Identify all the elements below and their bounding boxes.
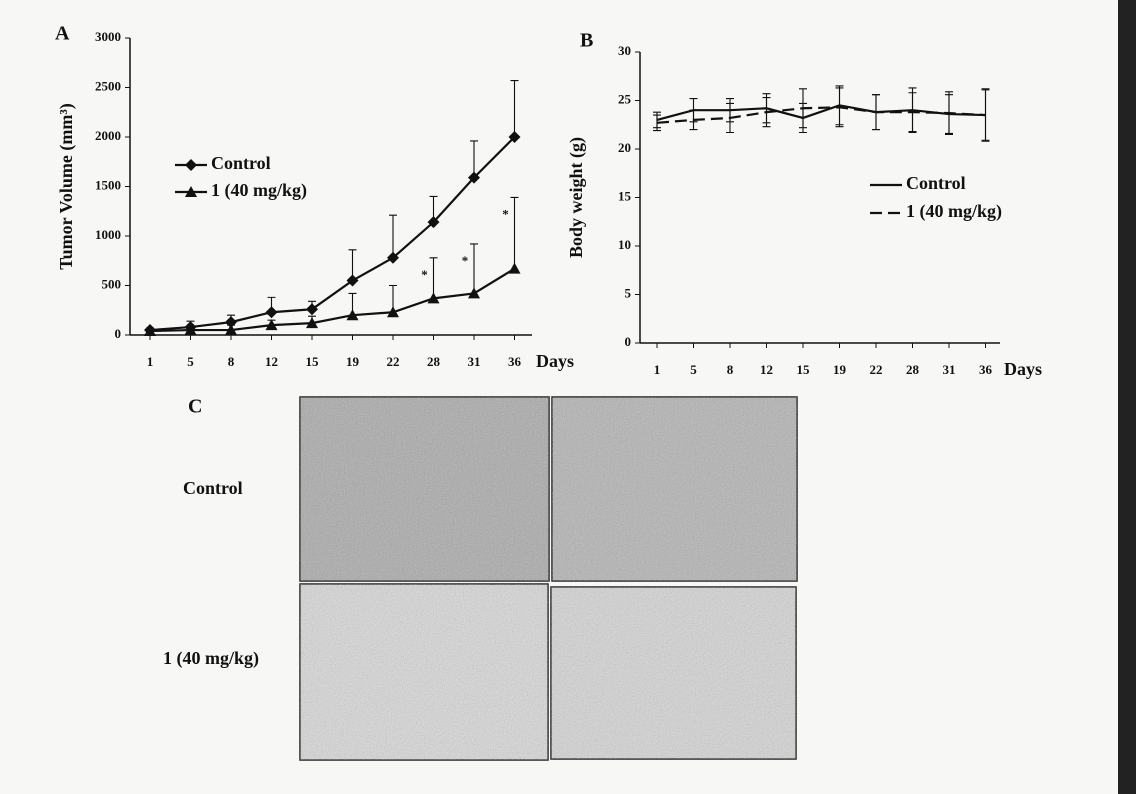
error-bar [835,87,844,128]
y-tick-label: 1500 [95,177,121,192]
y-tick-label: 2000 [95,128,121,143]
x-tick-label: 28 [906,362,920,377]
y-tick-label: 5 [625,285,632,300]
x-axis-title: Days [536,351,574,371]
y-tick-label: 500 [102,276,122,291]
significance: * [502,206,509,221]
x-tick-label: 5 [187,354,194,369]
y-tick-label: 0 [115,326,122,341]
x-tick-label: 19 [346,354,360,369]
x-tick-label: 15 [306,354,320,369]
marker [185,159,197,171]
marker [387,306,399,318]
error-bar [653,114,661,132]
error-bar [510,80,519,137]
legend-label: 1 (40 mg/kg) [906,201,1002,222]
x-tick-label: 22 [870,362,883,377]
significance: * [462,253,469,268]
x-tick-label: 36 [979,362,993,377]
error-bar [470,140,478,178]
marker [184,324,197,336]
marker [427,292,440,304]
y-tick-label: 25 [618,91,632,106]
marker [306,303,318,316]
marker [387,251,399,264]
y-tick-label: 0 [625,334,632,349]
marker [468,171,480,184]
panel-label: B [580,30,593,52]
series-line [149,267,516,333]
y-tick-label: 3000 [95,29,121,44]
y-tick-label: 1000 [95,227,121,242]
x-tick-label: 19 [833,362,847,377]
y-tick-label: 10 [618,237,631,252]
panel-label: C [188,396,202,418]
y-tick-label: 15 [618,188,632,203]
error-bar [726,102,734,134]
x-tick-label: 12 [265,354,278,369]
x-axis-title: Days [1004,359,1042,379]
marker [346,274,359,287]
marker [427,216,440,229]
micrograph-panels [299,396,798,761]
scan-edge [1118,0,1136,794]
x-tick-label: 8 [228,354,235,369]
marker [346,309,359,321]
row-label: Control [183,478,243,498]
marker [265,319,278,331]
y-axis-title: Body weight (g) [566,137,587,258]
marker [144,325,156,337]
x-tick-label: 1 [654,362,661,377]
error-bar [908,92,917,133]
marker [508,131,521,143]
panel-label: A [55,23,70,45]
x-tick-label: 36 [508,354,522,369]
y-axis-title: Tumor Volume (mm³) [56,103,77,269]
error-bar [945,91,953,135]
series-line [656,106,986,124]
error-bar [981,88,990,142]
error-bar [762,97,771,128]
error-bar [510,196,519,269]
marker [306,317,318,329]
x-tick-label: 8 [727,362,734,377]
significance: * [421,267,428,282]
series-line [149,136,516,332]
x-tick-label: 12 [760,362,773,377]
error-bar [470,243,478,294]
marker [225,324,237,336]
legend-label: 1 (40 mg/kg) [211,180,307,201]
y-tick-label: 20 [618,140,631,155]
x-tick-label: 1 [147,354,154,369]
x-tick-label: 31 [468,354,481,369]
x-tick-label: 31 [943,362,956,377]
marker [508,262,521,274]
micrograph-texture [552,397,797,581]
error-bar [389,214,397,258]
x-tick-label: 5 [690,362,697,377]
marker [185,186,197,197]
legend-label: Control [906,173,966,193]
micrograph-texture [551,587,796,759]
x-tick-label: 22 [387,354,400,369]
micrograph-texture [300,584,548,760]
y-tick-label: 2500 [95,78,121,93]
x-tick-label: 15 [797,362,811,377]
row-label: 1 (40 mg/kg) [163,648,259,669]
legend-label: Control [211,153,271,173]
error-bar [872,94,880,131]
error-bar [429,257,438,299]
micrograph-texture [300,397,549,581]
error-bar [799,88,807,129]
error-bar [689,109,698,131]
marker [468,287,480,299]
marker [265,306,278,319]
x-tick-label: 28 [427,354,441,369]
y-tick-label: 30 [618,43,631,58]
